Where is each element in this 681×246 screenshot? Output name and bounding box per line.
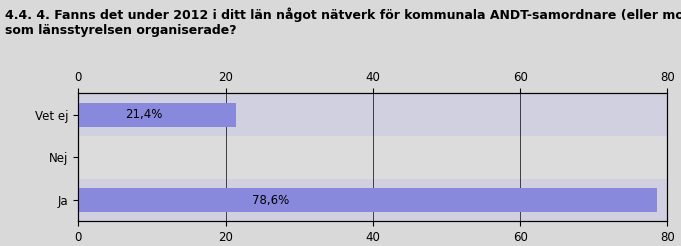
Text: 4.4. 4. Fanns det under 2012 i ditt län något nätverk för kommunala ANDT-samordn: 4.4. 4. Fanns det under 2012 i ditt län … bbox=[5, 7, 681, 37]
Bar bbox=[78, 93, 667, 136]
Bar bbox=[78, 136, 667, 179]
Text: 21,4%: 21,4% bbox=[125, 108, 163, 121]
Bar bbox=[78, 188, 657, 212]
Text: 78,6%: 78,6% bbox=[252, 194, 289, 207]
Bar bbox=[78, 103, 236, 126]
Bar bbox=[78, 179, 667, 221]
